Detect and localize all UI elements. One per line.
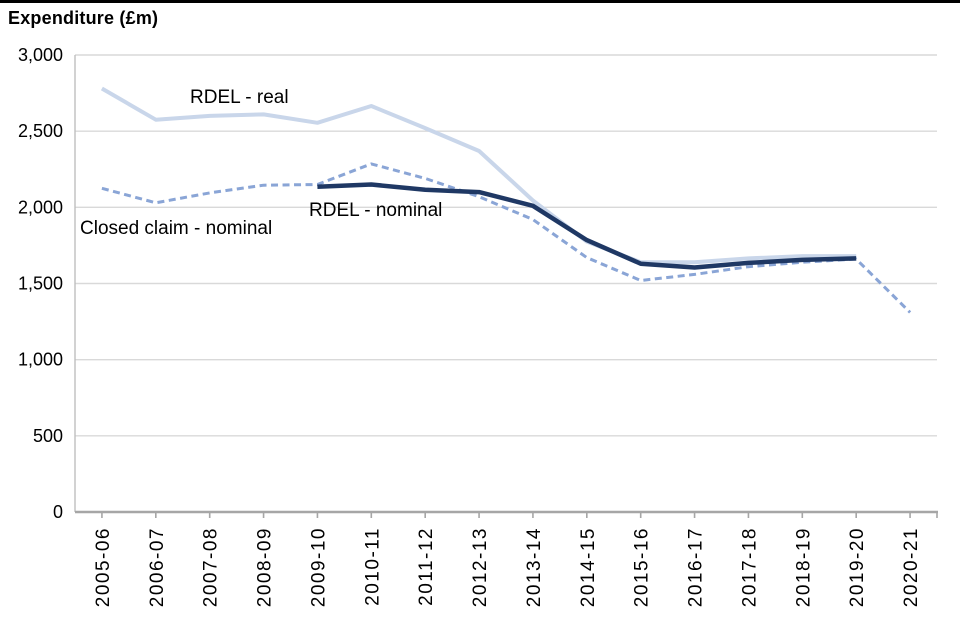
x-axis-tick-label: 2018-19 — [793, 527, 814, 607]
series-label-rdel-real: RDEL - real — [190, 87, 289, 108]
x-axis-tick-label: 2014-15 — [578, 527, 599, 607]
x-axis-tick-label: 2009-10 — [308, 527, 329, 607]
x-axis-tick-label: 2016-17 — [686, 527, 707, 607]
series-line-rdel-nominal — [317, 182, 857, 270]
chart-title: Expenditure (£m) — [8, 8, 159, 28]
series-line-closed-claim-nominal — [101, 162, 912, 314]
x-axis-tick-label: 2008-09 — [255, 527, 276, 607]
y-axis-tick-label: 1,500 — [18, 274, 63, 294]
y-axis-tick-label: 3,000 — [18, 45, 63, 65]
x-axis-tick-label: 2020-21 — [901, 527, 922, 607]
top-border — [0, 0, 960, 3]
x-axis-tick-label: 2012-13 — [470, 527, 491, 607]
x-axis-tick-label: 2013-14 — [524, 527, 545, 607]
series-line-rdel-real — [100, 86, 857, 265]
x-axis-tick-label: 2011-12 — [416, 527, 437, 606]
x-axis-tick-label: 2006-07 — [147, 527, 168, 607]
x-axis-tick-label: 2005-06 — [93, 527, 114, 607]
y-axis-tick-label: 2,500 — [18, 121, 63, 141]
y-axis-tick-label: 1,000 — [18, 350, 63, 370]
x-axis-tick-label: 2015-16 — [632, 527, 653, 607]
y-axis-tick-label: 500 — [33, 426, 63, 446]
y-axis-tick-label: 2,000 — [18, 197, 63, 217]
x-axis-tick-label: 2007-08 — [201, 527, 222, 607]
x-axis-tick-label: 2019-20 — [847, 527, 868, 607]
x-axis-tick-label: 2010-11 — [362, 527, 383, 606]
y-axis-tick-label: 0 — [53, 502, 63, 522]
x-axis-tick-label: 2017-18 — [739, 527, 760, 607]
series-label-closed-claim-nominal: Closed claim - nominal — [80, 218, 273, 239]
series-label-rdel-nominal: RDEL - nominal — [309, 200, 443, 221]
